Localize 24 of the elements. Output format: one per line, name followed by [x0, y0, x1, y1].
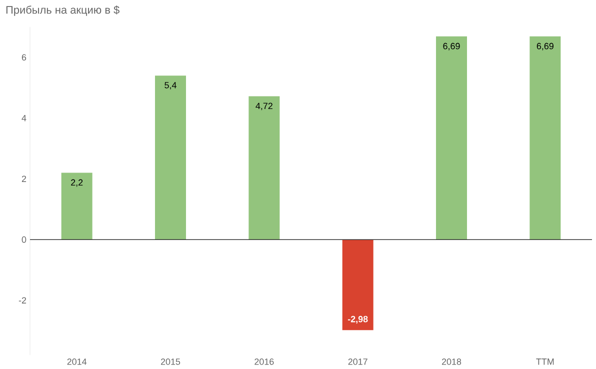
y-tick-label: 2: [22, 176, 26, 182]
y-tick-label: 0: [22, 236, 26, 243]
y-tick-label: 4: [22, 115, 26, 122]
bar: [436, 36, 467, 240]
chart-title: Прибыль на акцию в $: [6, 6, 120, 16]
y-tick-label: -2: [18, 297, 26, 304]
bar: [61, 172, 92, 240]
x-tick-label: 2015: [160, 358, 180, 365]
x-tick-label: TTM: [536, 358, 554, 365]
x-tick-label: 2014: [67, 358, 87, 365]
bar: [342, 240, 374, 330]
x-tick-label: 2018: [442, 358, 462, 365]
data-label: 4,72: [256, 102, 272, 110]
bar: [155, 76, 186, 240]
data-label: 6,69: [536, 42, 554, 50]
data-label: 5,4: [164, 82, 176, 90]
bar: [530, 36, 561, 240]
x-tick-label: 2016: [254, 358, 274, 365]
bar: [248, 96, 280, 240]
y-tick-label: 6: [22, 54, 26, 61]
x-tick-label: 2017: [348, 358, 368, 365]
data-label: 6,69: [443, 42, 460, 50]
data-label: 2,2: [71, 179, 83, 187]
data-label: -2,98: [348, 316, 368, 324]
